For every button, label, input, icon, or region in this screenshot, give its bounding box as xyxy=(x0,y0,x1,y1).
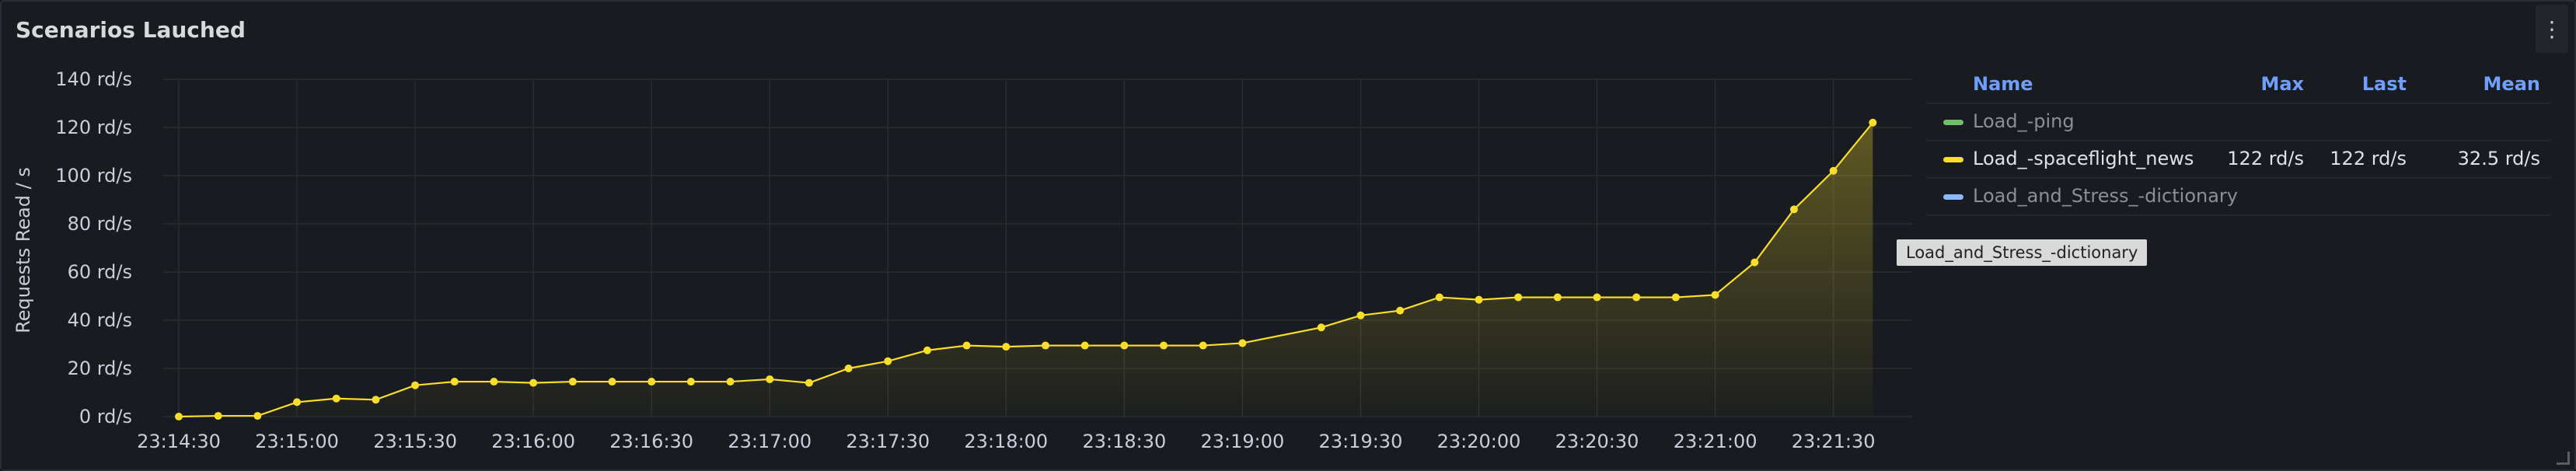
y-tick-label: 120 rd/s xyxy=(55,117,132,138)
data-point xyxy=(1120,341,1129,350)
data-point xyxy=(1750,258,1759,267)
data-point xyxy=(568,378,577,386)
data-point xyxy=(884,357,892,365)
y-tick-label: 60 rd/s xyxy=(68,261,132,283)
y-tick-label: 20 rd/s xyxy=(68,358,132,379)
series-color-swatch[interactable] xyxy=(1943,120,1963,125)
data-point xyxy=(1593,293,1601,302)
legend-row-spaceflight-news[interactable]: Load_-spaceflight_news 122 rd/s 122 rd/s… xyxy=(1926,141,2551,179)
data-point xyxy=(1514,293,1523,302)
legend-series-name: Load_-spaceflight_news xyxy=(1973,148,2194,169)
data-point xyxy=(1475,295,1483,304)
panel-title: Scenarios Lauched xyxy=(16,17,246,43)
x-tick-label: 23:18:00 xyxy=(964,431,1048,452)
x-tick-label: 23:18:30 xyxy=(1082,431,1166,452)
x-tick-label: 23:16:00 xyxy=(491,431,575,452)
data-point xyxy=(450,378,459,386)
x-tick-label: 23:14:30 xyxy=(137,431,221,452)
data-point xyxy=(529,379,538,387)
legend-last-value: 122 rd/s xyxy=(2330,148,2407,169)
legend-header-last[interactable]: Last xyxy=(2361,73,2407,95)
legend-series-name: Load_-ping xyxy=(1973,110,2075,132)
data-point xyxy=(1080,341,1089,350)
series-area-fill xyxy=(179,122,1873,417)
data-point xyxy=(805,379,813,387)
x-tick-label: 23:21:30 xyxy=(1792,431,1876,452)
legend-header-name[interactable]: Name xyxy=(1973,73,2033,95)
data-point xyxy=(766,375,774,383)
data-point xyxy=(1396,306,1405,315)
x-tick-label: 23:19:30 xyxy=(1319,431,1403,452)
data-point xyxy=(1632,293,1641,302)
y-tick-label: 100 rd/s xyxy=(55,165,132,187)
data-point xyxy=(1671,293,1680,302)
x-tick-label: 23:20:00 xyxy=(1437,431,1521,452)
data-point xyxy=(1356,311,1365,319)
legend-row-ping[interactable]: Load_-ping xyxy=(1926,104,2551,141)
y-axis: 0 rd/s 20 rd/s 40 rd/s 60 rd/s 80 rd/s 100 rd… xyxy=(55,68,132,427)
data-point xyxy=(726,378,735,386)
y-tick-label: 140 rd/s xyxy=(55,68,132,90)
data-point xyxy=(490,378,498,386)
x-tick-label: 23:17:00 xyxy=(728,431,812,452)
chart-area-layer xyxy=(178,122,1874,418)
data-point xyxy=(1869,118,1877,127)
kebab-menu-icon: ⋮ xyxy=(2541,16,2563,42)
y-axis-title: Requests Read / s xyxy=(12,167,34,333)
legend-tooltip: Load_and_Stress_-dictionary xyxy=(1897,239,2148,266)
data-point xyxy=(293,398,302,406)
data-point xyxy=(1435,293,1443,302)
x-tick-label: 23:17:30 xyxy=(846,431,930,452)
legend-mean-value: 32.5 rd/s xyxy=(2457,148,2540,169)
data-point xyxy=(608,378,616,386)
data-point xyxy=(253,412,262,420)
legend-row-dictionary[interactable]: Load_and_Stress_-dictionary xyxy=(1926,179,2551,216)
x-tick-label: 23:16:30 xyxy=(609,431,693,452)
legend-max-value: 122 rd/s xyxy=(2227,148,2304,169)
x-axis: 23:14:30 23:15:00 23:15:30 23:16:00 23:16:30… xyxy=(137,431,1875,452)
x-tick-label: 23:15:00 xyxy=(255,431,339,452)
x-tick-label: 23:21:00 xyxy=(1674,431,1757,452)
y-tick-label: 0 rd/s xyxy=(79,406,132,427)
data-point xyxy=(1829,166,1838,175)
y-tick-label: 40 rd/s xyxy=(68,309,132,331)
legend-header-max[interactable]: Max xyxy=(2260,73,2304,95)
data-point xyxy=(214,412,222,420)
data-point xyxy=(1199,341,1207,350)
x-tick-label: 23:19:00 xyxy=(1201,431,1285,452)
data-point xyxy=(1002,343,1011,351)
series-color-swatch[interactable] xyxy=(1943,157,1963,162)
data-point xyxy=(1317,323,1325,332)
resize-handle[interactable] xyxy=(2557,452,2570,465)
data-point xyxy=(686,378,695,386)
data-point xyxy=(372,396,380,404)
x-tick-label: 23:15:30 xyxy=(373,431,457,452)
legend-header-mean[interactable]: Mean xyxy=(2483,73,2540,95)
data-point xyxy=(647,378,656,386)
data-point xyxy=(1238,339,1247,347)
time-series-chart[interactable]: 0 rd/s 20 rd/s 40 rd/s 60 rd/s 80 rd/s 100 rd… xyxy=(2,2,1922,468)
data-point xyxy=(1789,205,1798,214)
panel-menu-button[interactable]: ⋮ xyxy=(2536,5,2568,53)
data-point xyxy=(1711,291,1719,299)
chart-points xyxy=(175,118,1877,420)
data-point xyxy=(1160,341,1168,350)
data-point xyxy=(1553,293,1562,302)
series-color-swatch[interactable] xyxy=(1943,194,1963,200)
data-point xyxy=(923,346,931,354)
data-point xyxy=(411,381,420,389)
data-point xyxy=(962,341,971,350)
legend-header: Name Max Last Mean xyxy=(1926,68,2551,104)
y-tick-label: 80 rd/s xyxy=(68,213,132,235)
legend-series-name: Load_and_Stress_-dictionary xyxy=(1973,185,2238,207)
x-tick-label: 23:20:30 xyxy=(1555,431,1639,452)
data-point xyxy=(1042,341,1049,350)
data-point xyxy=(175,413,183,420)
data-point xyxy=(332,394,340,403)
data-point xyxy=(844,365,853,372)
legend-table: Name Max Last Mean Load_-ping Load_-spac… xyxy=(1926,68,2551,216)
